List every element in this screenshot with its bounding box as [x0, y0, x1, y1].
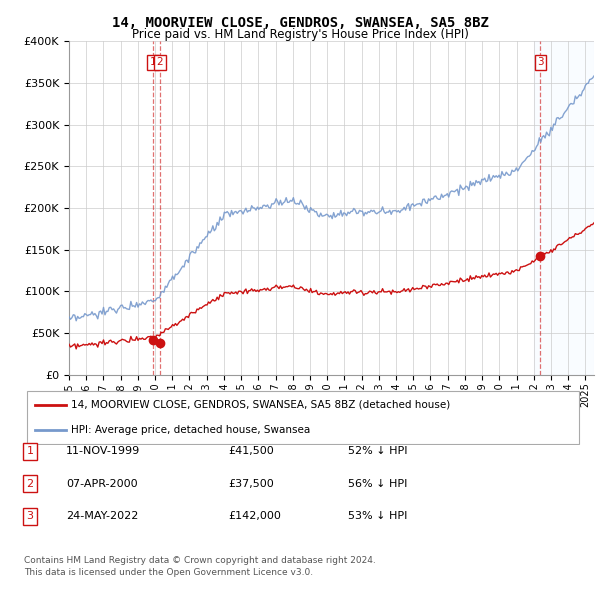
Text: 14, MOORVIEW CLOSE, GENDROS, SWANSEA, SA5 8BZ: 14, MOORVIEW CLOSE, GENDROS, SWANSEA, SA…: [112, 16, 488, 30]
Text: HPI: Average price, detached house, Swansea: HPI: Average price, detached house, Swan…: [71, 425, 311, 435]
Text: 07-APR-2000: 07-APR-2000: [66, 479, 137, 489]
Text: £142,000: £142,000: [228, 512, 281, 521]
Text: 56% ↓ HPI: 56% ↓ HPI: [348, 479, 407, 489]
Text: 3: 3: [26, 512, 34, 521]
Text: 52% ↓ HPI: 52% ↓ HPI: [348, 447, 407, 456]
Text: 1: 1: [149, 57, 156, 67]
Text: 2: 2: [157, 57, 163, 67]
FancyBboxPatch shape: [27, 391, 579, 444]
Text: This data is licensed under the Open Government Licence v3.0.: This data is licensed under the Open Gov…: [24, 568, 313, 576]
Text: 1: 1: [26, 447, 34, 456]
Text: 11-NOV-1999: 11-NOV-1999: [66, 447, 140, 456]
Text: Contains HM Land Registry data © Crown copyright and database right 2024.: Contains HM Land Registry data © Crown c…: [24, 556, 376, 565]
Text: 14, MOORVIEW CLOSE, GENDROS, SWANSEA, SA5 8BZ (detached house): 14, MOORVIEW CLOSE, GENDROS, SWANSEA, SA…: [71, 399, 451, 409]
Bar: [534, 41, 594, 375]
Text: 3: 3: [537, 57, 544, 67]
Text: £37,500: £37,500: [228, 479, 274, 489]
Text: 24-MAY-2022: 24-MAY-2022: [66, 512, 139, 521]
Text: £41,500: £41,500: [228, 447, 274, 456]
Text: 53% ↓ HPI: 53% ↓ HPI: [348, 512, 407, 521]
Text: Price paid vs. HM Land Registry's House Price Index (HPI): Price paid vs. HM Land Registry's House …: [131, 28, 469, 41]
Text: 2: 2: [26, 479, 34, 489]
